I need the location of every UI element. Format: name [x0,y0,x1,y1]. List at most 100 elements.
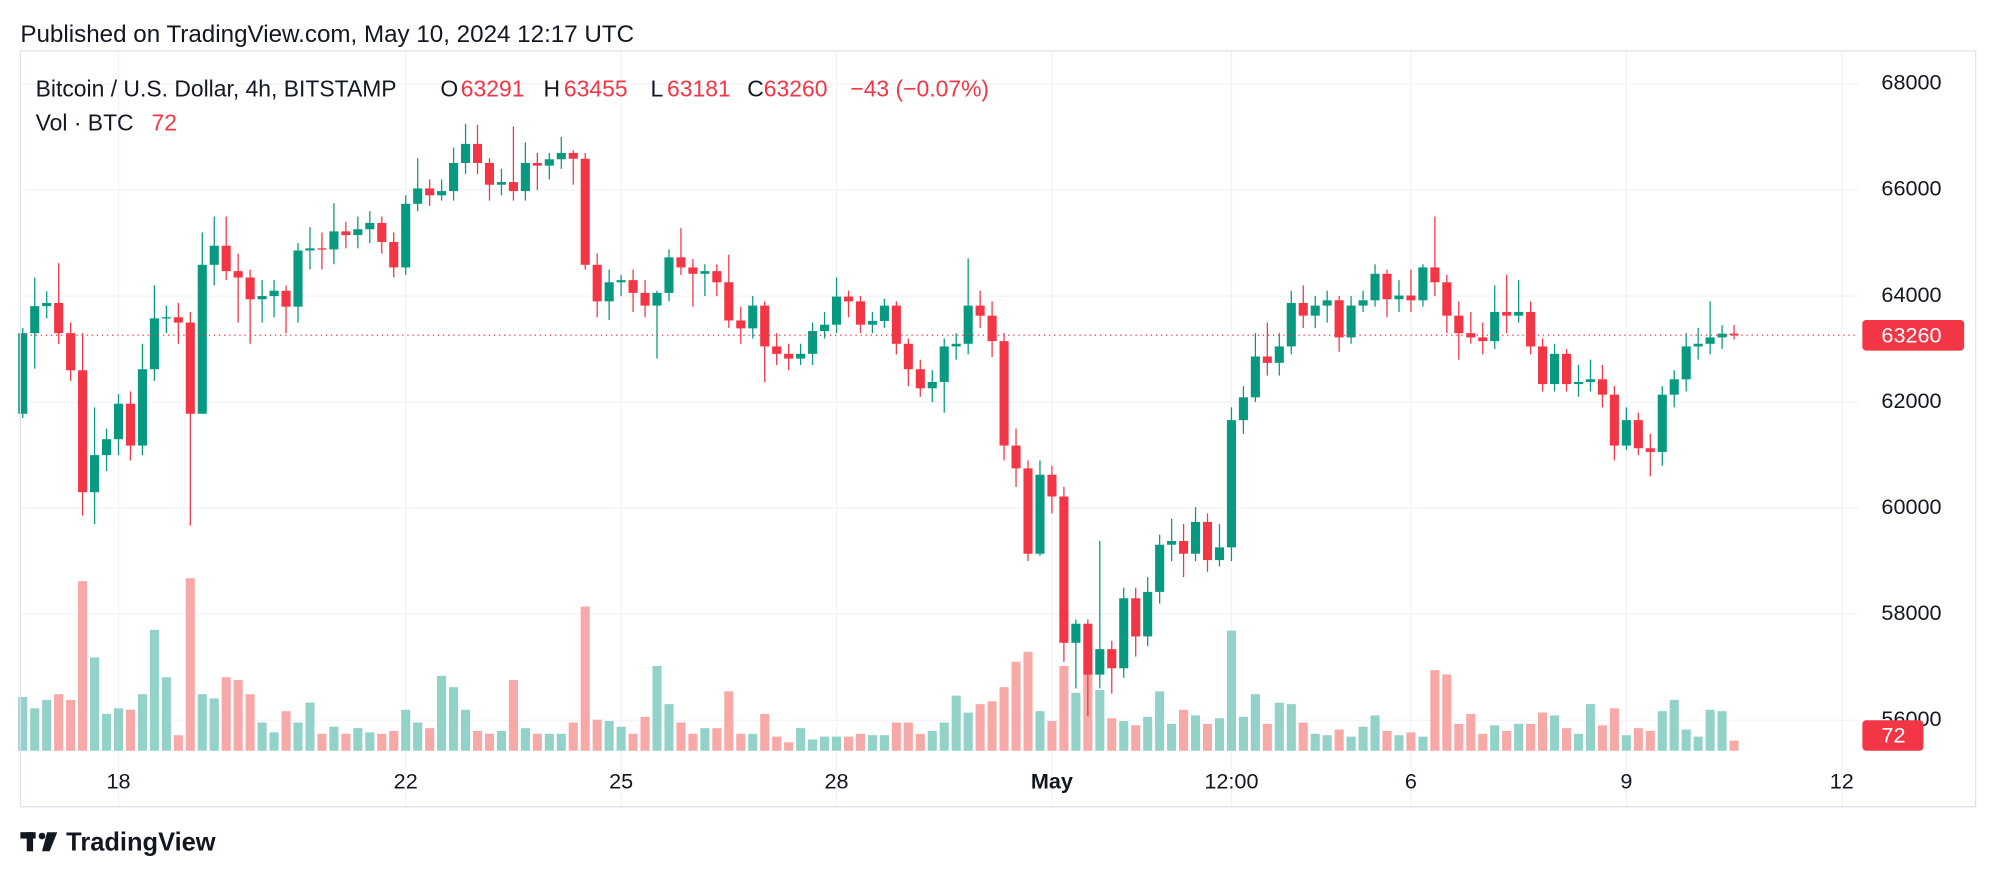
candle-body [1047,474,1057,497]
candles [18,123,1739,716]
candle-body [1202,521,1213,561]
candle-body [520,162,530,192]
candle-body [1705,337,1715,344]
volume-bar [1550,715,1560,751]
candle-body [1681,346,1691,380]
volume-bar [1490,725,1500,751]
candle-body [1322,300,1332,306]
candle-body [1430,267,1440,283]
candle-body [1502,311,1512,316]
volume-bar [1131,725,1141,751]
candle-body [1490,311,1500,342]
candle-body [1573,381,1584,385]
candle-body [1442,282,1452,316]
candle-body [748,305,758,329]
volume-bar [544,733,554,751]
candle-body [30,306,40,334]
candle-body [197,264,207,414]
volume-bar [1693,736,1703,751]
candle-body [1035,474,1045,554]
candle-body [1478,337,1488,342]
candle-body [592,264,602,302]
y-tick-label: 62000 [1881,388,1941,413]
volume-bar [460,709,471,751]
volume-bar [1454,723,1464,751]
volume-bar [1394,735,1404,751]
candle-body [760,305,770,347]
candle-body [508,182,518,192]
candle-body [66,333,76,371]
candle-body [664,257,674,293]
volume-bar [353,728,363,751]
volume-bar [1310,733,1320,751]
candle-body [1645,448,1655,452]
volume-bar [1717,711,1727,751]
candle-body [1346,305,1356,338]
candle-body [1514,311,1524,316]
brand-logo: TradingView [20,828,216,856]
candle-body [460,143,471,163]
volume-bar [1645,730,1655,751]
volume-bar [1286,704,1296,751]
legend-low-value: 63181 [667,75,731,101]
x-tick-label: 6 [1405,768,1417,793]
candle-body [1274,346,1284,363]
candle-body [1011,445,1021,469]
volume-bar [903,722,913,751]
published-note: Published on TradingView.com, May 10, 20… [20,21,634,48]
candle-body [1633,420,1643,449]
candle-body [963,305,973,344]
y-tick-label: 60000 [1881,494,1941,519]
candle-body [221,245,231,272]
volume-bar [137,694,147,751]
volume-bar [939,722,949,751]
candle-body [401,203,411,268]
volume-bar [305,702,315,751]
volume-bar [1035,711,1045,751]
volume-bar [1298,722,1308,751]
candle-body [1609,394,1619,446]
volume-bar [484,733,495,751]
volume-bar [472,730,483,751]
y-tick-label: 64000 [1881,282,1941,307]
volume-bar [1190,715,1201,751]
volume-bar [1382,730,1392,751]
candle-body [736,320,746,329]
candle-body [496,182,506,185]
candle-body [1179,541,1189,554]
candle-body [544,159,554,166]
candle-body [903,343,913,370]
candle-body [1406,295,1416,301]
candle-body [1550,353,1560,385]
candle-body [472,143,483,163]
volume-bar [604,721,614,751]
candle-body [137,369,147,446]
candle-body [987,315,997,342]
candle-body [1023,468,1033,554]
volume-bar [796,728,806,751]
volume-bar [1334,729,1344,751]
candle-body [1262,356,1272,363]
volume-bar [1633,728,1643,751]
volume-bar [101,713,112,751]
candle-body [125,403,136,446]
volume-bar [520,728,530,751]
candle-body [209,245,219,265]
candle-body [820,324,830,332]
volume-bar [42,699,52,751]
volume-bar [197,694,207,751]
candle-body [556,152,566,160]
volume-bar [580,606,590,751]
y-tick-label: 68000 [1881,70,1941,95]
logo-part [38,832,46,840]
candle-body [425,188,435,196]
legend-low-label: L [650,75,663,101]
candle-body [173,317,183,323]
candle-body [568,152,578,159]
legend-close-value: 63260 [764,75,828,101]
volume-bar [221,677,231,751]
volume-bar [1119,721,1129,751]
volume-bar [963,712,973,751]
volume-bar [377,733,387,751]
y-tick-label: 58000 [1881,600,1941,625]
